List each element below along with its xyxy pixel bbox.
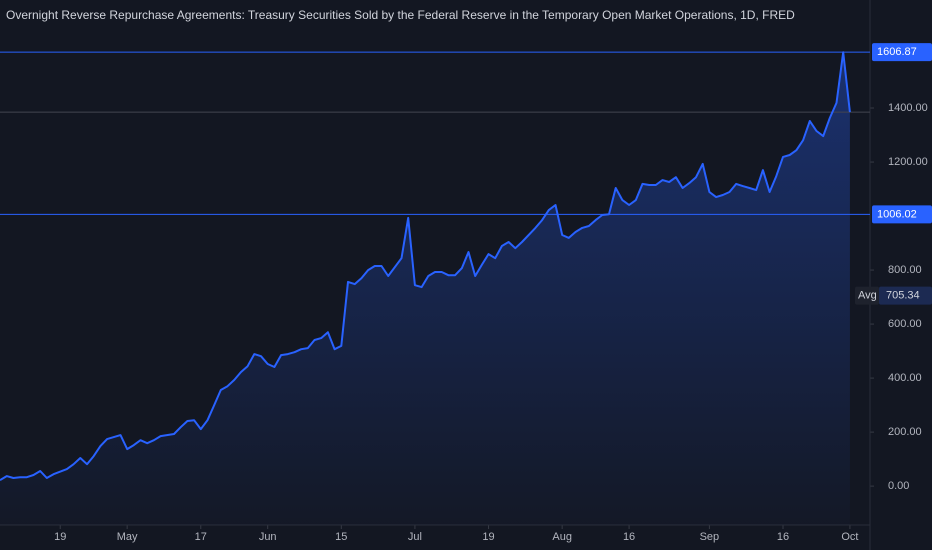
x-tick-label: Sep bbox=[700, 531, 720, 543]
y-tick-label: 400.00 bbox=[888, 372, 922, 384]
x-tick-label: 16 bbox=[777, 531, 789, 543]
avg-value: 705.34 bbox=[886, 290, 920, 302]
x-tick-label: 15 bbox=[335, 531, 347, 543]
x-tick-label: 17 bbox=[195, 531, 207, 543]
x-tick-label: 16 bbox=[623, 531, 635, 543]
x-tick-label: Aug bbox=[552, 531, 572, 543]
y-tick-label: 1200.00 bbox=[888, 156, 928, 168]
x-tick-label: Jul bbox=[408, 531, 422, 543]
y-tick-label: 800.00 bbox=[888, 264, 922, 276]
price-label-box bbox=[872, 43, 932, 62]
y-tick-label: 200.00 bbox=[888, 426, 922, 438]
y-tick-label: 600.00 bbox=[888, 318, 922, 330]
area bbox=[0, 52, 850, 525]
avg-tag: Avg bbox=[858, 290, 877, 302]
x-tick-label: May bbox=[117, 531, 138, 543]
avg-tag-box bbox=[855, 286, 879, 305]
y-tick-label: 1400.00 bbox=[888, 102, 928, 114]
x-tick-label: 19 bbox=[482, 531, 494, 543]
x-tick-label: Oct bbox=[841, 531, 858, 543]
line bbox=[0, 51, 851, 482]
chart-title: Overnight Reverse Repurchase Agreements:… bbox=[6, 8, 795, 22]
x-tick-label: Jun bbox=[259, 531, 277, 543]
x-tick-label: 19 bbox=[54, 531, 66, 543]
y-tick-label: 0.00 bbox=[888, 480, 909, 492]
price-label-box bbox=[872, 205, 932, 224]
price-label: 1006.02 bbox=[877, 208, 917, 220]
avg-value-box bbox=[879, 286, 932, 305]
price-label: 1606.87 bbox=[877, 46, 917, 58]
